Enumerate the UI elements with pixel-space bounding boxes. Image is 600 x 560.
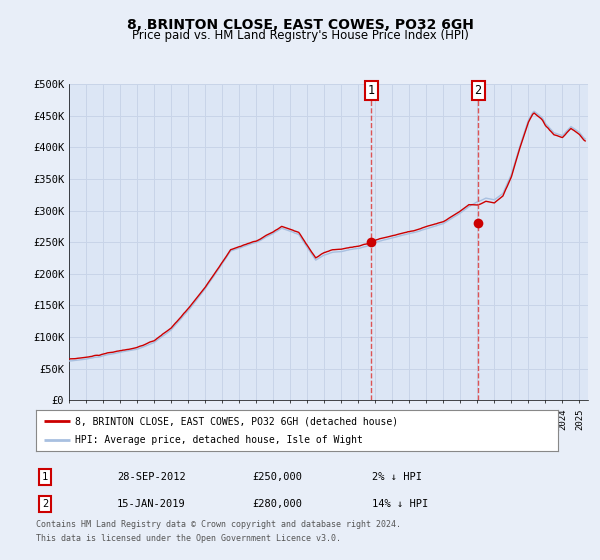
Text: HPI: Average price, detached house, Isle of Wight: HPI: Average price, detached house, Isle… [75,435,363,445]
Text: Price paid vs. HM Land Registry's House Price Index (HPI): Price paid vs. HM Land Registry's House … [131,29,469,42]
Text: 15-JAN-2019: 15-JAN-2019 [117,499,186,509]
Text: £280,000: £280,000 [252,499,302,509]
Text: 2: 2 [475,84,482,97]
Text: This data is licensed under the Open Government Licence v3.0.: This data is licensed under the Open Gov… [36,534,341,543]
Text: 1: 1 [42,472,48,482]
Text: Contains HM Land Registry data © Crown copyright and database right 2024.: Contains HM Land Registry data © Crown c… [36,520,401,529]
Text: 8, BRINTON CLOSE, EAST COWES, PO32 6GH (detached house): 8, BRINTON CLOSE, EAST COWES, PO32 6GH (… [75,417,398,426]
Text: 14% ↓ HPI: 14% ↓ HPI [372,499,428,509]
Text: 2: 2 [42,499,48,509]
Text: 2% ↓ HPI: 2% ↓ HPI [372,472,422,482]
Text: 1: 1 [367,84,374,97]
Text: 28-SEP-2012: 28-SEP-2012 [117,472,186,482]
Text: £250,000: £250,000 [252,472,302,482]
Text: 8, BRINTON CLOSE, EAST COWES, PO32 6GH: 8, BRINTON CLOSE, EAST COWES, PO32 6GH [127,18,473,32]
